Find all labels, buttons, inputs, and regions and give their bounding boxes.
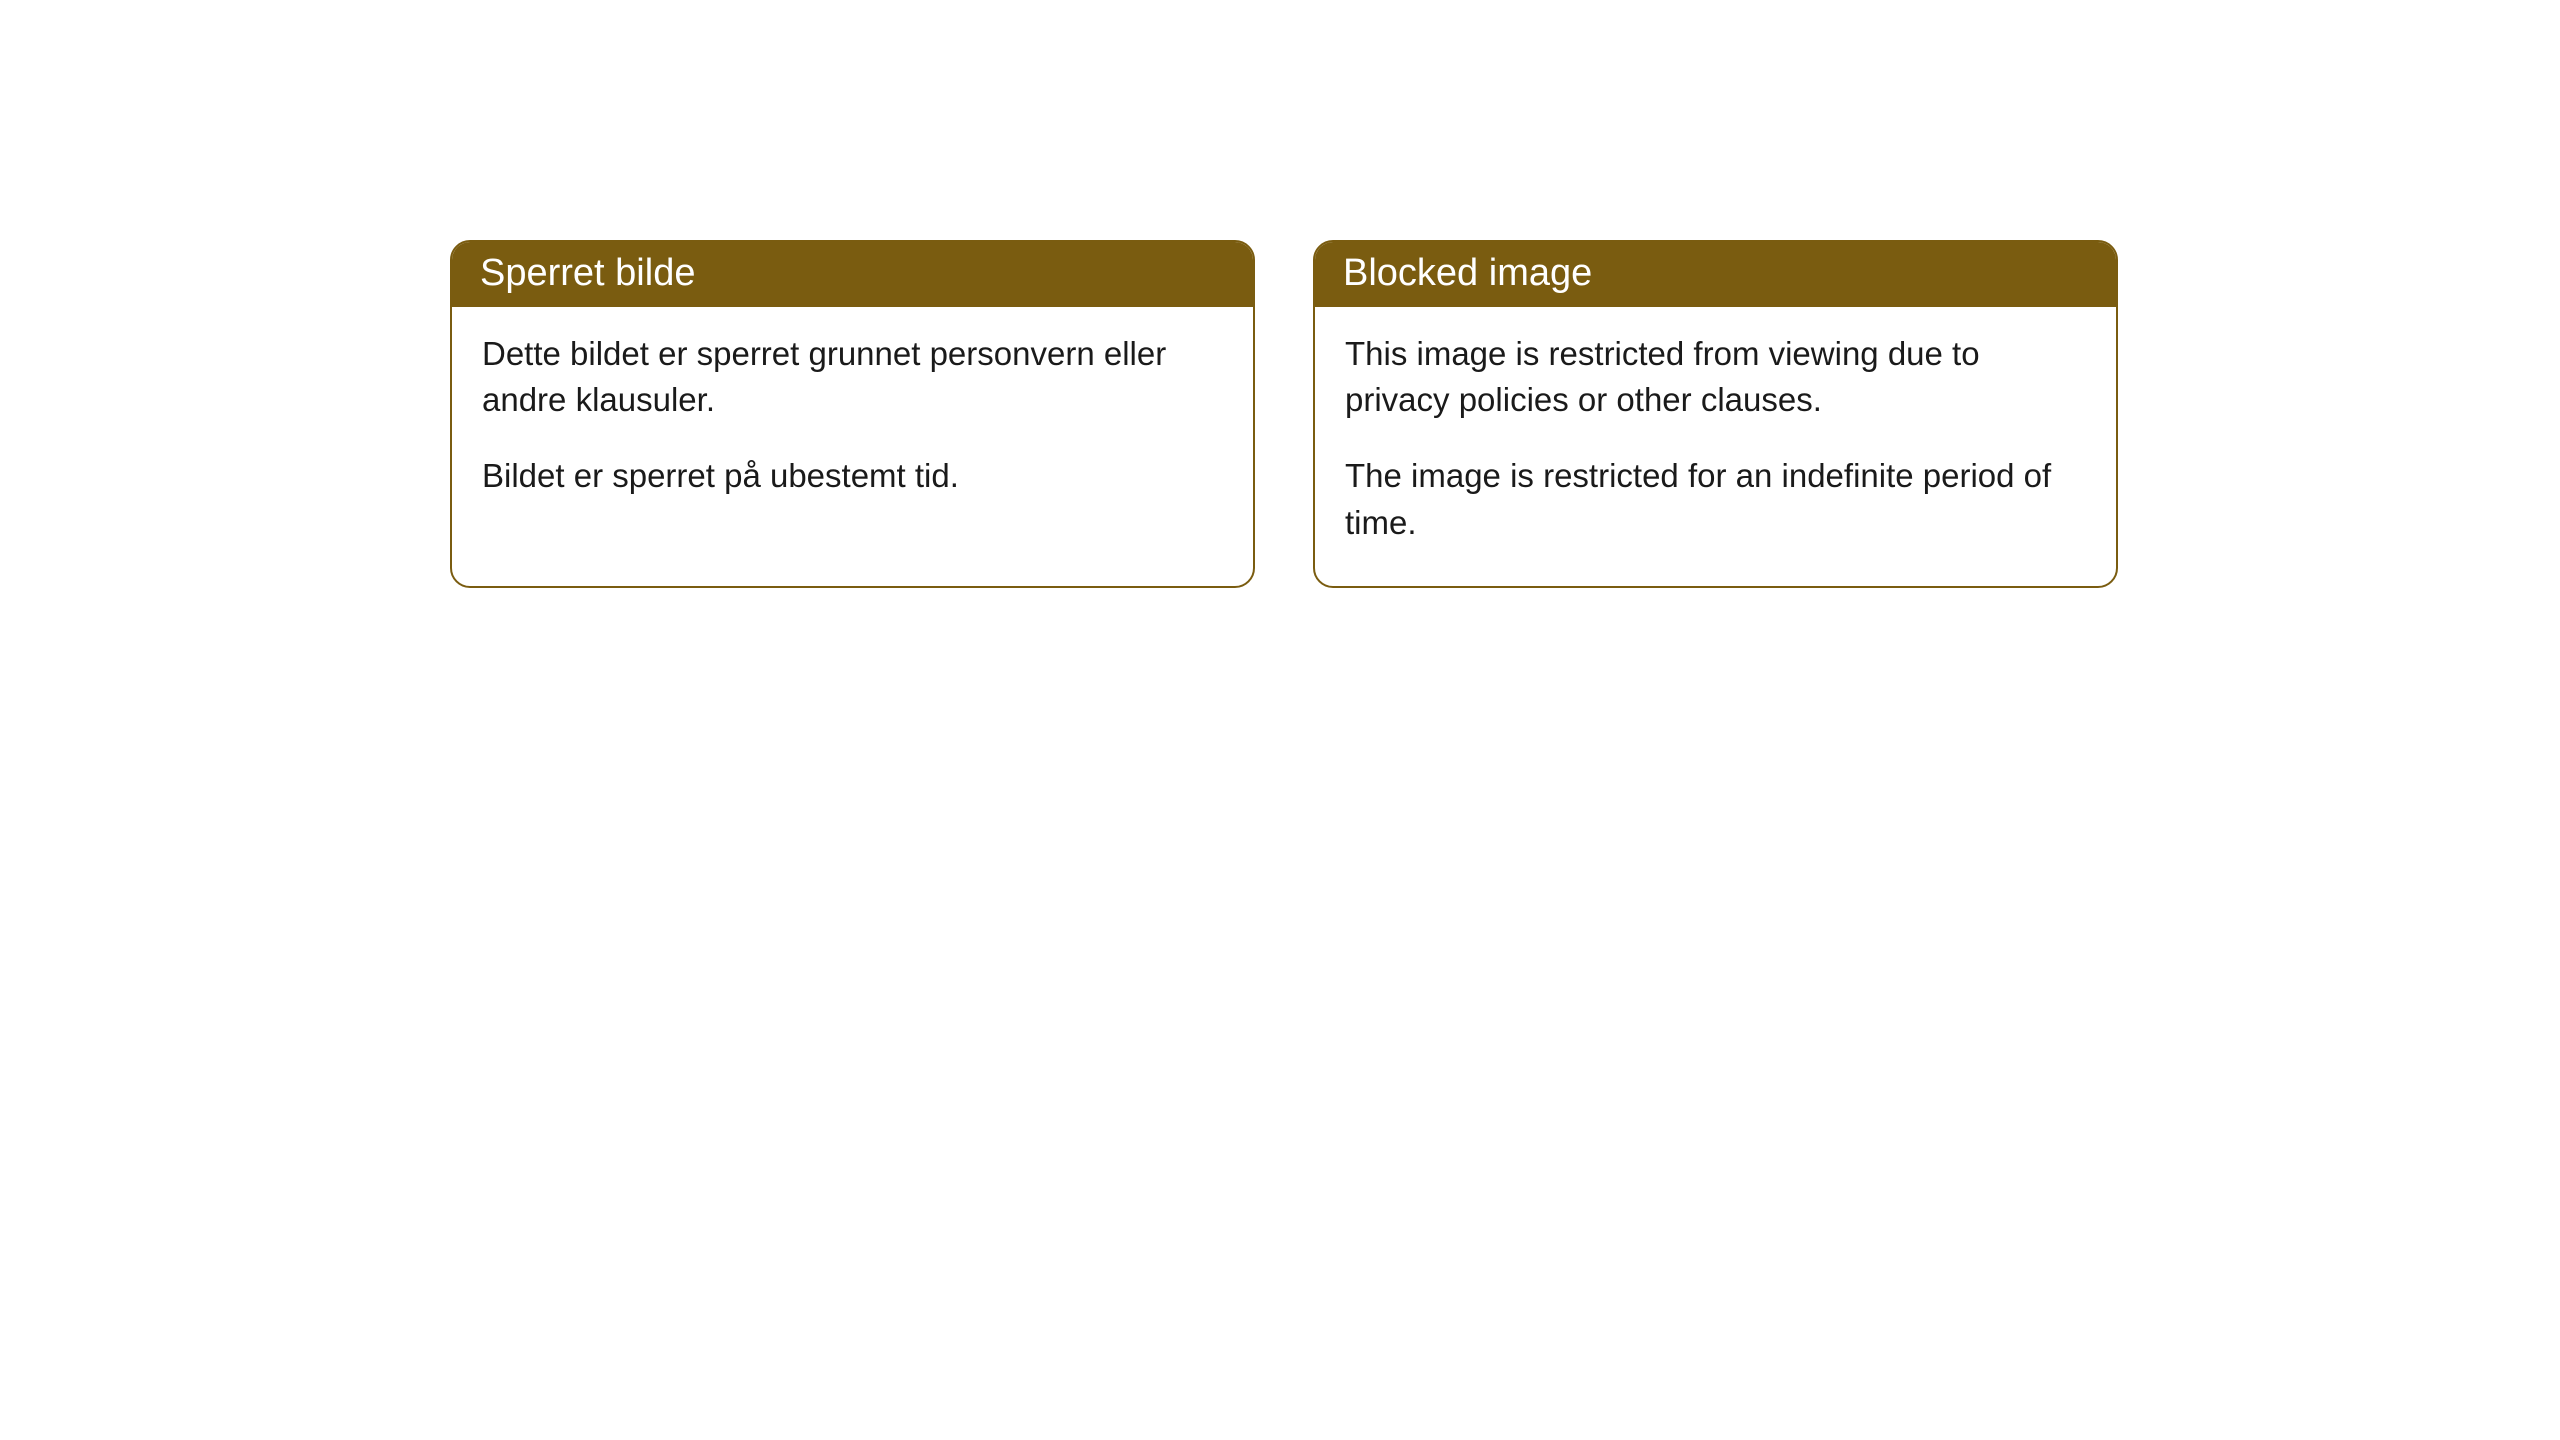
card-paragraph: Bildet er sperret på ubestemt tid. bbox=[482, 453, 1223, 499]
card-header: Blocked image bbox=[1315, 242, 2116, 307]
card-paragraph: This image is restricted from viewing du… bbox=[1345, 331, 2086, 423]
card-paragraph: The image is restricted for an indefinit… bbox=[1345, 453, 2086, 545]
blocked-image-card-norwegian: Sperret bilde Dette bildet er sperret gr… bbox=[450, 240, 1255, 588]
notice-cards-container: Sperret bilde Dette bildet er sperret gr… bbox=[450, 240, 2560, 588]
card-title: Sperret bilde bbox=[480, 252, 695, 294]
card-body: Dette bildet er sperret grunnet personve… bbox=[452, 307, 1253, 540]
blocked-image-card-english: Blocked image This image is restricted f… bbox=[1313, 240, 2118, 588]
card-paragraph: Dette bildet er sperret grunnet personve… bbox=[482, 331, 1223, 423]
card-body: This image is restricted from viewing du… bbox=[1315, 307, 2116, 586]
card-title: Blocked image bbox=[1343, 252, 1592, 294]
card-header: Sperret bilde bbox=[452, 242, 1253, 307]
